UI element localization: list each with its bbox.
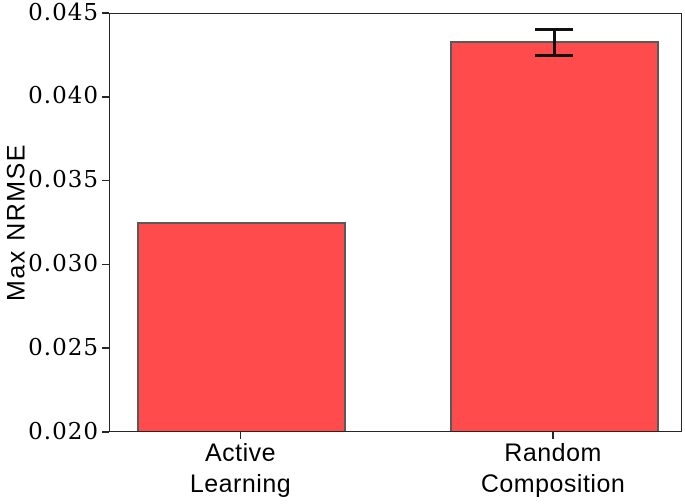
y-tick-label: 0.020 (28, 418, 99, 445)
plot-area (109, 13, 682, 432)
y-tick-mark (102, 12, 109, 14)
y-tick-label: 0.045 (28, 0, 99, 26)
x-tick-label-line: Active (204, 439, 277, 467)
x-tick-label-line: Learning (189, 470, 292, 498)
x-tick-label-line: Composition (480, 470, 626, 498)
x-tick-mark (239, 432, 242, 439)
error-bar-top-cap (535, 27, 574, 31)
x-tick-mark (552, 432, 554, 439)
bar-random-composition (449, 40, 659, 431)
y-tick-mark (102, 431, 109, 433)
y-tick-mark (102, 347, 109, 349)
y-tick-label: 0.030 (28, 250, 99, 277)
y-tick-mark (102, 96, 109, 98)
error-bar-bottom-cap (535, 54, 574, 58)
x-tick-label-random-composition: Random Composition (481, 438, 625, 500)
x-tick-label-active-learning: Active Learning (190, 438, 291, 500)
y-tick-mark (102, 263, 109, 266)
y-tick-label: 0.025 (28, 334, 99, 361)
y-tick-label: 0.035 (28, 167, 99, 194)
bar-active-learning (136, 221, 347, 431)
error-bar (552, 29, 556, 56)
y-tick-mark (102, 179, 109, 182)
x-tick-label-line: Random (504, 439, 602, 467)
y-tick-label: 0.040 (28, 83, 99, 110)
